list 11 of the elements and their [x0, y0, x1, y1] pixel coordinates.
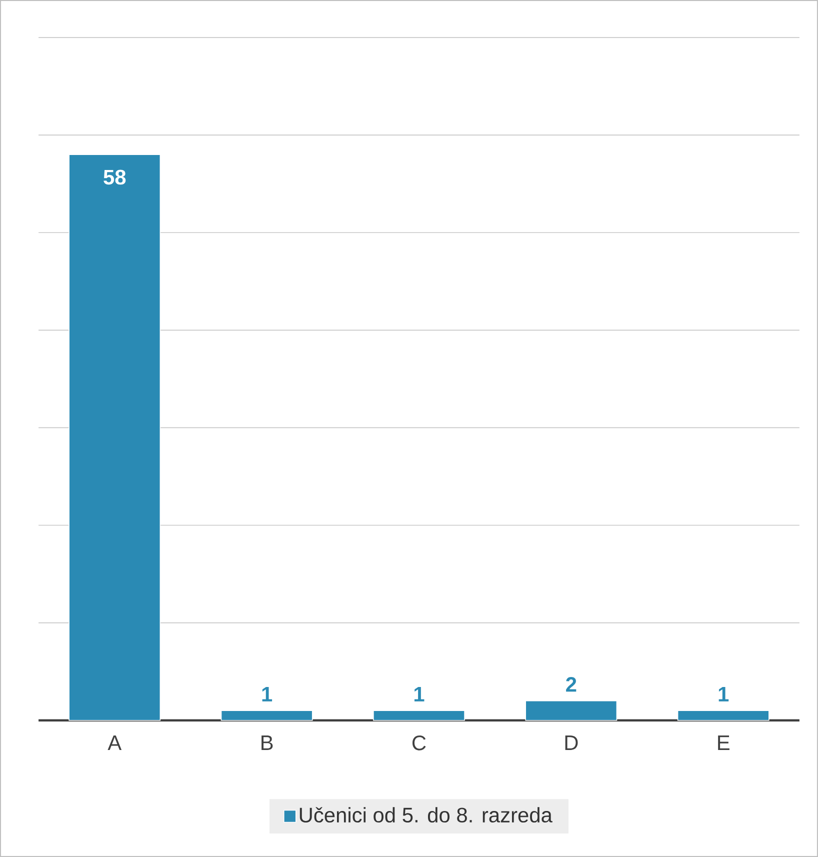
x-tick-label: B: [262, 736, 273, 750]
data-label: 1: [414, 686, 424, 702]
legend-label: Učenici od 5. do 8. razreda: [300, 807, 552, 823]
data-label: 58: [104, 170, 126, 185]
x-tick-label: E: [718, 736, 730, 750]
data-label: 2: [566, 677, 576, 692]
x-tick-label: D: [565, 736, 578, 750]
data-label: 1: [718, 686, 729, 702]
x-tick-label: C: [412, 736, 426, 750]
x-tick-label: A: [108, 736, 122, 750]
data-label: 1: [262, 686, 272, 702]
